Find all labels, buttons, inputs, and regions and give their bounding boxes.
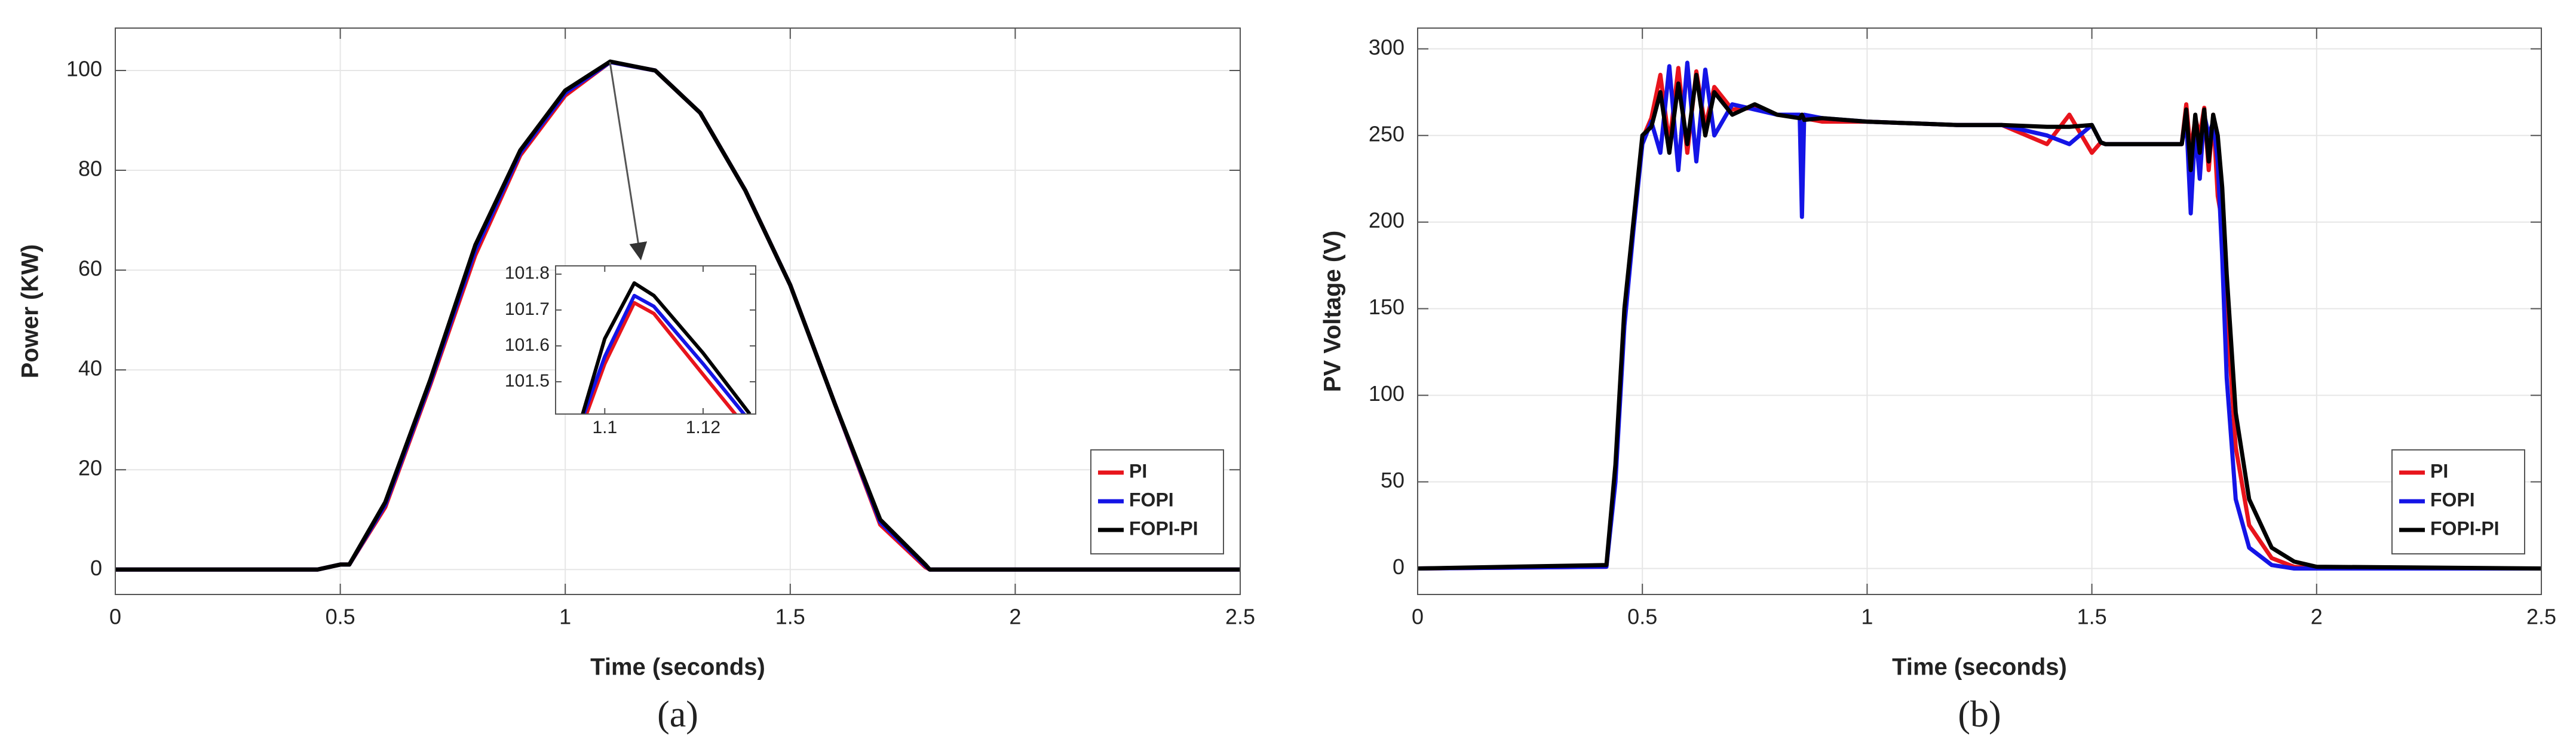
y-tick-label: 250 — [1369, 121, 1404, 146]
x-tick-label: 2 — [2311, 605, 2323, 629]
y-axis-label: Power (KW) — [17, 244, 44, 378]
x-tick-label: 0 — [109, 605, 121, 629]
y-tick-label: 0 — [1393, 554, 1404, 579]
legend-label: FOPI — [1129, 489, 1174, 510]
series-line — [115, 59, 1240, 572]
plot-lines — [1418, 60, 2541, 571]
axes-frame — [115, 27, 1241, 595]
series-line — [584, 301, 738, 414]
y-tick-label: 101.6 — [505, 335, 550, 355]
y-tick-label: 150 — [1369, 295, 1404, 319]
legend-label: FOPI — [2430, 489, 2475, 510]
plot-background — [1418, 28, 2541, 594]
zoom-arrow — [609, 62, 648, 260]
y-tick-label: 80 — [78, 157, 102, 181]
legend-label: PI — [2430, 460, 2448, 482]
x-tick-label: 2.5 — [2526, 605, 2556, 629]
caption: (a) — [657, 694, 698, 735]
x-tick-label: 1.5 — [775, 605, 805, 629]
legend-label: PI — [1129, 460, 1147, 482]
x-tick-label: 2.5 — [1225, 605, 1255, 629]
axes-frame — [555, 265, 756, 415]
x-tick-label: 0.5 — [326, 605, 355, 629]
x-tick-label: 1 — [1861, 605, 1873, 629]
y-tick-label: 101.7 — [505, 299, 550, 319]
x-tick-label: 0 — [1412, 605, 1424, 629]
caption: (b) — [1958, 694, 2001, 735]
y-tick-label: 100 — [66, 57, 102, 81]
axes-frame — [1417, 27, 2542, 595]
x-axis-label: Time (seconds) — [590, 654, 765, 681]
series-line — [1418, 72, 2541, 571]
x-tick-label: 1.5 — [2077, 605, 2107, 629]
legend-label: FOPI-PI — [1129, 517, 1198, 539]
x-axis-label: Time (seconds) — [1892, 654, 2067, 681]
plot-lines — [581, 281, 752, 414]
x-tick-label: 2 — [1009, 605, 1021, 629]
y-tick-label: 101.8 — [505, 263, 550, 283]
y-tick-label: 101.5 — [505, 371, 550, 391]
x-tick-label: 0.5 — [1627, 605, 1657, 629]
series-line — [582, 293, 747, 414]
y-tick-label: 0 — [90, 556, 102, 580]
y-tick-label: 40 — [78, 356, 102, 381]
x-tick-label: 1 — [559, 605, 571, 629]
x-tick-label: 1.1 — [592, 418, 617, 437]
y-axis-label: PV Voltage (V) — [1320, 231, 1346, 392]
y-tick-label: 300 — [1369, 35, 1404, 59]
y-tick-label: 60 — [78, 256, 102, 281]
y-tick-label: 50 — [1381, 468, 1404, 492]
y-tick-label: 100 — [1369, 381, 1404, 406]
y-tick-label: 200 — [1369, 208, 1404, 232]
plot-lines — [115, 59, 1240, 572]
x-tick-label: 1.12 — [686, 418, 720, 437]
y-tick-label: 20 — [78, 456, 102, 480]
series-line — [581, 281, 752, 414]
legend-label: FOPI-PI — [2430, 517, 2500, 539]
